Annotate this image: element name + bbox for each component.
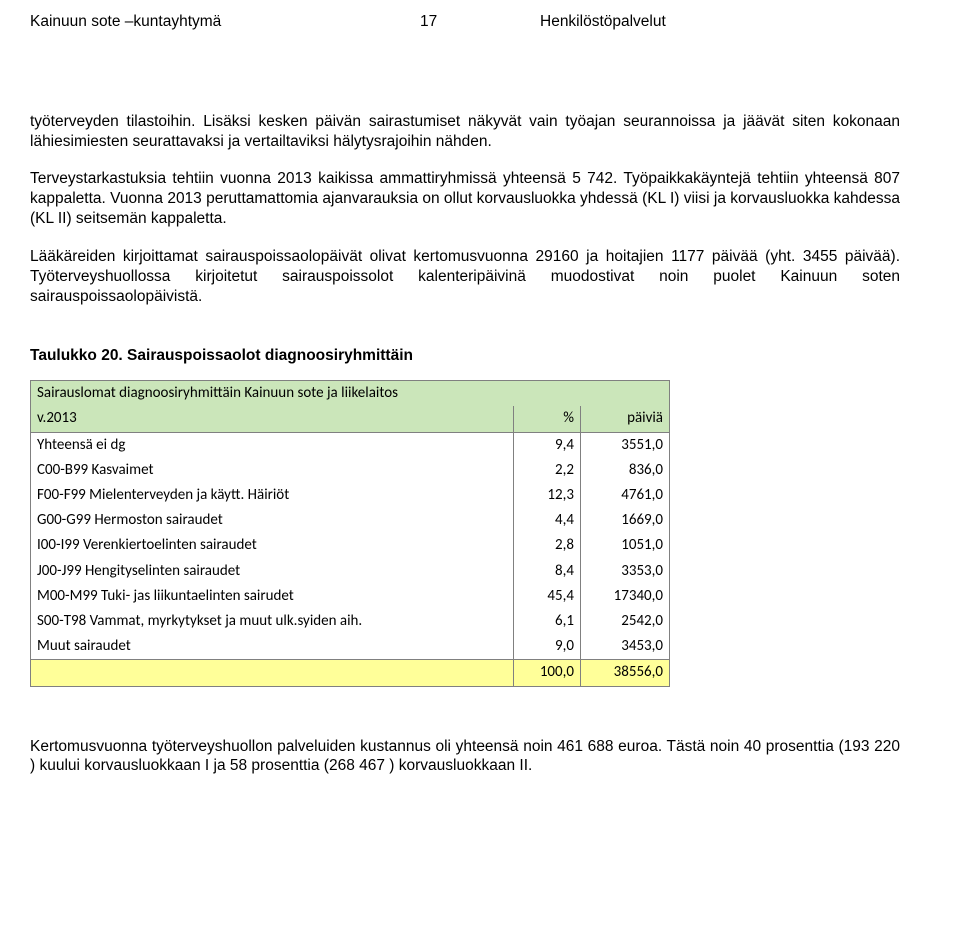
row-pct: 45,4: [513, 584, 580, 609]
table-header-year: v.2013: [31, 406, 514, 432]
row-label: I00-I99 Verenkiertoelinten sairaudet: [31, 533, 514, 558]
diagnosis-table: Sairauslomat diagnoosiryhmittäin Kainuun…: [30, 380, 670, 686]
row-label: C00-B99 Kasvaimet: [31, 458, 514, 483]
table-row: Yhteensä ei dg 9,4 3551,0: [31, 432, 670, 458]
row-days: 1669,0: [580, 508, 669, 533]
header-page-number: 17: [420, 12, 540, 32]
row-days: 3551,0: [580, 432, 669, 458]
row-pct: 8,4: [513, 559, 580, 584]
row-pct: 2,2: [513, 458, 580, 483]
table-row: C00-B99 Kasvaimet 2,2 836,0: [31, 458, 670, 483]
table-body: Yhteensä ei dg 9,4 3551,0 C00-B99 Kasvai…: [31, 432, 670, 660]
row-pct: 9,4: [513, 432, 580, 458]
row-label: J00-J99 Hengityselinten sairaudet: [31, 559, 514, 584]
table-caption: Taulukko 20. Sairauspoissaolot diagnoosi…: [30, 346, 900, 366]
row-pct: 6,1: [513, 609, 580, 634]
page-header: Kainuun sote –kuntayhtymä 17 Henkilöstöp…: [30, 12, 900, 32]
row-label: G00-G99 Hermoston sairaudet: [31, 508, 514, 533]
row-days: 3453,0: [580, 634, 669, 660]
table-header-title: Sairauslomat diagnoosiryhmittäin Kainuun…: [31, 381, 670, 407]
row-pct: 12,3: [513, 483, 580, 508]
table-row: M00-M99 Tuki- jas liikuntaelinten sairud…: [31, 584, 670, 609]
row-label: M00-M99 Tuki- jas liikuntaelinten sairud…: [31, 584, 514, 609]
row-days: 17340,0: [580, 584, 669, 609]
header-org: Kainuun sote –kuntayhtymä: [30, 12, 420, 32]
row-label: S00-T98 Vammat, myrkytykset ja muut ulk.…: [31, 609, 514, 634]
row-days: 2542,0: [580, 609, 669, 634]
table-row: G00-G99 Hermoston sairaudet 4,4 1669,0: [31, 508, 670, 533]
row-pct: 4,4: [513, 508, 580, 533]
row-label: Yhteensä ei dg: [31, 432, 514, 458]
row-days: 836,0: [580, 458, 669, 483]
total-pct: 100,0: [513, 660, 580, 686]
table-row: J00-J99 Hengityselinten sairaudet 8,4 33…: [31, 559, 670, 584]
table-total-row: 100,0 38556,0: [31, 660, 670, 686]
table-row: Muut sairaudet 9,0 3453,0: [31, 634, 670, 660]
table-row: S00-T98 Vammat, myrkytykset ja muut ulk.…: [31, 609, 670, 634]
row-pct: 2,8: [513, 533, 580, 558]
row-days: 1051,0: [580, 533, 669, 558]
total-days: 38556,0: [580, 660, 669, 686]
paragraph-2: Terveystarkastuksia tehtiin vuonna 2013 …: [30, 169, 900, 228]
row-days: 4761,0: [580, 483, 669, 508]
row-label: F00-F99 Mielenterveyden ja käytt. Häiriö…: [31, 483, 514, 508]
table-row: I00-I99 Verenkiertoelinten sairaudet 2,8…: [31, 533, 670, 558]
row-label: Muut sairaudet: [31, 634, 514, 660]
row-days: 3353,0: [580, 559, 669, 584]
table-header-pct: %: [513, 406, 580, 432]
table-header-days: päiviä: [580, 406, 669, 432]
row-pct: 9,0: [513, 634, 580, 660]
header-department: Henkilöstöpalvelut: [540, 12, 900, 32]
table-row: F00-F99 Mielenterveyden ja käytt. Häiriö…: [31, 483, 670, 508]
footer-paragraph: Kertomusvuonna työterveyshuollon palvelu…: [30, 737, 900, 777]
total-label: [31, 660, 514, 686]
paragraph-3: Lääkäreiden kirjoittamat sairauspoissaol…: [30, 247, 900, 306]
paragraph-1: työterveyden tilastoihin. Lisäksi kesken…: [30, 112, 900, 152]
